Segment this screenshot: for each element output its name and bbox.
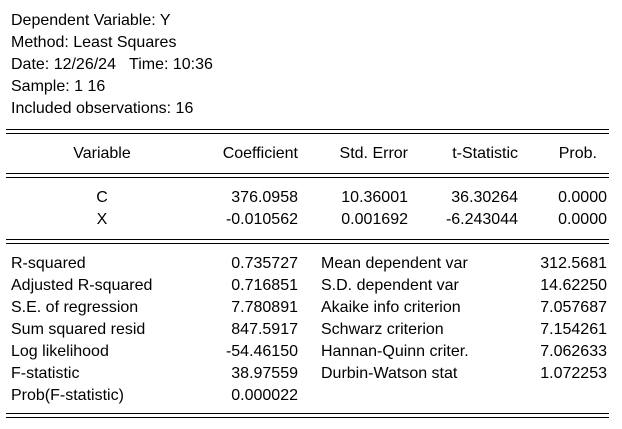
stat-label-f-statistic: F-statistic xyxy=(11,365,80,382)
stat-label-r-squared: R-squared xyxy=(11,255,86,272)
column-header-t-statistic: t-Statistic xyxy=(452,145,518,162)
stat-label-prob-f-statistic: Prob(F-statistic) xyxy=(11,387,124,404)
stat-label-durbin-watson: Durbin-Watson stat xyxy=(321,365,458,382)
table-row-x-std-error: 0.001692 xyxy=(341,211,408,228)
stat-label-akaike: Akaike info criterion xyxy=(321,299,461,316)
date-time-line: Date: 12/26/24 Time: 10:36 xyxy=(11,56,213,73)
method-line: Method: Least Squares xyxy=(11,34,177,51)
header-rule-1 xyxy=(6,173,609,174)
dependent-variable-line: Dependent Variable: Y xyxy=(11,12,171,29)
stat-value-f-statistic: 38.97559 xyxy=(231,365,298,382)
stat-label-hannan-quinn: Hannan-Quinn criter. xyxy=(321,343,469,360)
bottom-rule-1 xyxy=(6,413,609,414)
stat-value-log-likelihood: -54.46150 xyxy=(225,343,298,360)
middle-rule-2 xyxy=(6,243,609,244)
stat-value-prob-f-statistic: 0.000022 xyxy=(231,387,298,404)
stat-value-hannan-quinn: 7.062633 xyxy=(540,343,607,360)
stat-value-adjusted-r-squared: 0.716851 xyxy=(231,277,298,294)
stat-label-se-regression: S.E. of regression xyxy=(11,299,139,316)
column-header-prob: Prob. xyxy=(558,145,597,162)
stat-value-schwarz: 7.154261 xyxy=(540,321,607,338)
observations-line: Included observations: 16 xyxy=(11,100,194,117)
stat-label-log-likelihood: Log likelihood xyxy=(11,343,109,360)
stat-value-sum-squared-resid: 847.5917 xyxy=(231,321,298,338)
stat-value-durbin-watson: 1.072253 xyxy=(540,365,607,382)
table-row-x-prob: 0.0000 xyxy=(558,211,607,228)
top-rule-1 xyxy=(6,129,609,130)
bottom-rule-2 xyxy=(6,417,609,418)
stat-value-r-squared: 0.735727 xyxy=(231,255,298,272)
stat-value-mean-dependent-var: 312.5681 xyxy=(540,255,607,272)
table-row-x-variable: X xyxy=(96,211,108,228)
stat-value-se-regression: 7.780891 xyxy=(231,299,298,316)
table-row-c-coefficient: 376.0958 xyxy=(231,189,298,206)
column-header-coefficient: Coefficient xyxy=(222,145,298,162)
sample-line: Sample: 1 16 xyxy=(11,78,106,95)
table-row-c-std-error: 10.36001 xyxy=(341,189,408,206)
column-header-variable: Variable xyxy=(73,145,131,162)
table-row-x-t-statistic: -6.243044 xyxy=(445,211,518,228)
stat-label-sum-squared-resid: Sum squared resid xyxy=(11,321,146,338)
middle-rule-1 xyxy=(6,239,609,240)
stat-label-sd-dependent-var: S.D. dependent var xyxy=(321,277,459,294)
stat-label-mean-dependent-var: Mean dependent var xyxy=(321,255,468,272)
table-row-c-prob: 0.0000 xyxy=(558,189,607,206)
stat-value-sd-dependent-var: 14.62250 xyxy=(540,277,607,294)
table-row-x-coefficient: -0.010562 xyxy=(225,211,298,228)
stat-value-akaike: 7.057687 xyxy=(540,299,607,316)
stat-label-adjusted-r-squared: Adjusted R-squared xyxy=(11,277,153,294)
header-rule-2 xyxy=(6,177,609,178)
table-row-c-variable: C xyxy=(96,189,108,206)
column-header-std-error: Std. Error xyxy=(339,145,408,162)
table-row-c-t-statistic: 36.30264 xyxy=(451,189,518,206)
top-rule-2 xyxy=(6,133,609,134)
stat-label-schwarz: Schwarz criterion xyxy=(321,321,444,338)
